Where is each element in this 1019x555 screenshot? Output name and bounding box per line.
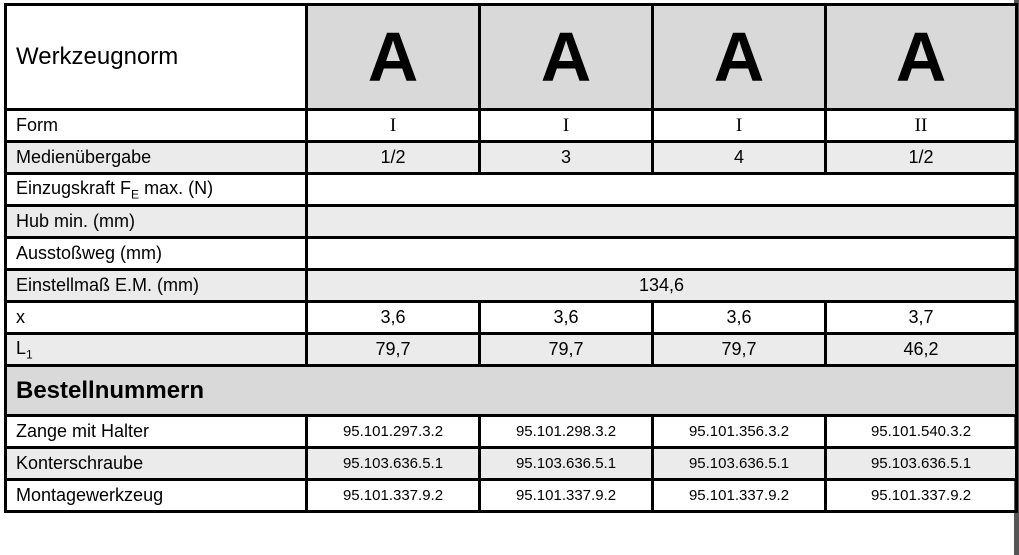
section-row: Bestellnummern xyxy=(4,364,1018,417)
cell: 79,7 xyxy=(478,332,654,367)
tool-standard-2: A xyxy=(478,3,654,111)
cell xyxy=(305,204,1018,239)
row-form: Form I I I II xyxy=(4,108,1018,143)
spec-table: Werkzeugnorm A A A A Form I I I II Medie… xyxy=(4,3,1018,513)
row-label: Einstellmaß E.M. (mm) xyxy=(4,268,308,303)
cell: 79,7 xyxy=(305,332,481,367)
order-number: 95.103.636.5.1 xyxy=(651,446,827,481)
row-label: Montagewerkzeug xyxy=(4,478,308,513)
row-x: x 3,6 3,6 3,6 3,7 xyxy=(4,300,1018,335)
order-number: 95.103.636.5.1 xyxy=(824,446,1018,481)
row-label: Einzugskraft FE max. (N) xyxy=(4,172,308,207)
cell: 3,6 xyxy=(478,300,654,335)
order-number: 95.103.636.5.1 xyxy=(305,446,481,481)
order-row: Zange mit Halter 95.101.297.3.2 95.101.2… xyxy=(4,414,1018,449)
label-text: L xyxy=(16,337,27,358)
row-medien: Medienübergabe 1/2 3 4 1/2 xyxy=(4,140,1018,175)
label-suffix: max. (N) xyxy=(139,177,214,198)
cell: 4 xyxy=(651,140,827,175)
header-label: Werkzeugnorm xyxy=(4,3,308,111)
cell: 46,2 xyxy=(824,332,1018,367)
label-sub: E xyxy=(131,187,140,202)
tool-standard-4: A xyxy=(824,3,1018,111)
row-label: Medienübergabe xyxy=(4,140,308,175)
cell: 3,7 xyxy=(824,300,1018,335)
label-text: Einzugskraft F xyxy=(16,177,132,198)
order-number: 95.101.297.3.2 xyxy=(305,414,481,449)
row-label: L1 xyxy=(4,332,308,367)
order-number: 95.101.540.3.2 xyxy=(824,414,1018,449)
cell: II xyxy=(824,108,1018,143)
cell: I xyxy=(305,108,481,143)
row-label: Ausstoßweg (mm) xyxy=(4,236,308,271)
cell xyxy=(305,236,1018,271)
row-einstell: Einstellmaß E.M. (mm) 134,6 xyxy=(4,268,1018,303)
order-number: 95.103.636.5.1 xyxy=(478,446,654,481)
row-label: Konterschraube xyxy=(4,446,308,481)
row-l1: L1 79,7 79,7 79,7 46,2 xyxy=(4,332,1018,367)
order-number: 95.101.337.9.2 xyxy=(651,478,827,513)
cell: I xyxy=(478,108,654,143)
page-edge xyxy=(1014,0,1019,555)
order-number: 95.101.356.3.2 xyxy=(651,414,827,449)
order-number: 95.101.298.3.2 xyxy=(478,414,654,449)
header-row: Werkzeugnorm A A A A xyxy=(4,3,1018,111)
order-number: 95.101.337.9.2 xyxy=(305,478,481,513)
cell xyxy=(305,172,1018,207)
row-hub: Hub min. (mm) xyxy=(4,204,1018,239)
cell: 1/2 xyxy=(305,140,481,175)
cell: 3 xyxy=(478,140,654,175)
row-label: Hub min. (mm) xyxy=(4,204,308,239)
order-row: Konterschraube 95.103.636.5.1 95.103.636… xyxy=(4,446,1018,481)
cell: 3,6 xyxy=(305,300,481,335)
row-label: Form xyxy=(4,108,308,143)
cell: 134,6 xyxy=(305,268,1018,303)
tool-standard-3: A xyxy=(651,3,827,111)
row-label: x xyxy=(4,300,308,335)
row-ausstoss: Ausstoßweg (mm) xyxy=(4,236,1018,271)
cell: 3,6 xyxy=(651,300,827,335)
cell: I xyxy=(651,108,827,143)
order-number: 95.101.337.9.2 xyxy=(478,478,654,513)
row-einzug: Einzugskraft FE max. (N) xyxy=(4,172,1018,207)
order-number: 95.101.337.9.2 xyxy=(824,478,1018,513)
cell: 79,7 xyxy=(651,332,827,367)
order-row: Montagewerkzeug 95.101.337.9.2 95.101.33… xyxy=(4,478,1018,513)
row-label: Zange mit Halter xyxy=(4,414,308,449)
label-sub: 1 xyxy=(26,347,33,362)
section-title: Bestellnummern xyxy=(4,364,1018,417)
cell: 1/2 xyxy=(824,140,1018,175)
tool-standard-1: A xyxy=(305,3,481,111)
